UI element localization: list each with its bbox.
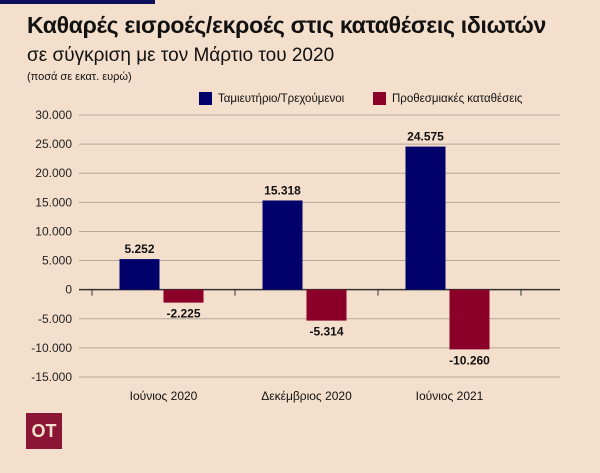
bar-time-deposits xyxy=(449,289,490,350)
data-label: -5.314 xyxy=(309,325,343,339)
bar-savings xyxy=(405,146,446,290)
data-label: 24.575 xyxy=(407,130,444,144)
chart-title: Καθαρές εισροές/εκροές στις καταθέσεις ι… xyxy=(27,12,547,38)
bar-savings xyxy=(119,259,160,290)
x-tick-label: Δεκέμβριος 2020 xyxy=(261,389,352,403)
y-tick-label: -15.000 xyxy=(31,370,72,384)
legend-label: Προθεσμιακές καταθέσεις xyxy=(392,92,523,105)
data-label: 5.252 xyxy=(124,242,154,256)
x-tick-label: Ιούνιος 2021 xyxy=(416,389,484,403)
chart-subtitle: σε σύγκριση με τον Μάρτιο του 2020 xyxy=(27,45,335,66)
y-tick-label: 20.000 xyxy=(35,166,72,180)
y-tick-label: -5.000 xyxy=(38,312,72,326)
legend-item-savings: Ταμιευτήριο/Τρεχούμενοι xyxy=(199,92,344,105)
data-label: 15.318 xyxy=(264,183,301,197)
data-label: -10.260 xyxy=(449,353,490,367)
y-tick-label: 25.000 xyxy=(35,137,72,151)
ot-logo: OT xyxy=(26,413,62,449)
unit-note: (ποσά σε εκατ. ευρώ) xyxy=(27,71,132,83)
bar-savings xyxy=(262,200,303,290)
x-tick-label: Ιούνιος 2020 xyxy=(130,389,198,403)
legend-swatch xyxy=(373,92,386,105)
legend-swatch xyxy=(199,92,212,105)
data-label: -2.225 xyxy=(166,307,200,321)
bar-time-deposits xyxy=(306,289,347,321)
legend-label: Ταμιευτήριο/Τρεχούμενοι xyxy=(218,92,345,105)
legend-item-time-deposits: Προθεσμιακές καταθέσεις xyxy=(373,92,522,105)
bar-time-deposits xyxy=(163,289,204,303)
y-tick-label: 0 xyxy=(65,283,72,297)
y-tick-label: 5.000 xyxy=(42,254,72,268)
y-tick-label: -10.000 xyxy=(31,341,72,355)
top-accent-bar xyxy=(0,0,155,4)
y-tick-label: 10.000 xyxy=(35,224,72,238)
y-tick-label: 30.000 xyxy=(35,108,72,122)
y-tick-label: 15.000 xyxy=(35,195,72,209)
